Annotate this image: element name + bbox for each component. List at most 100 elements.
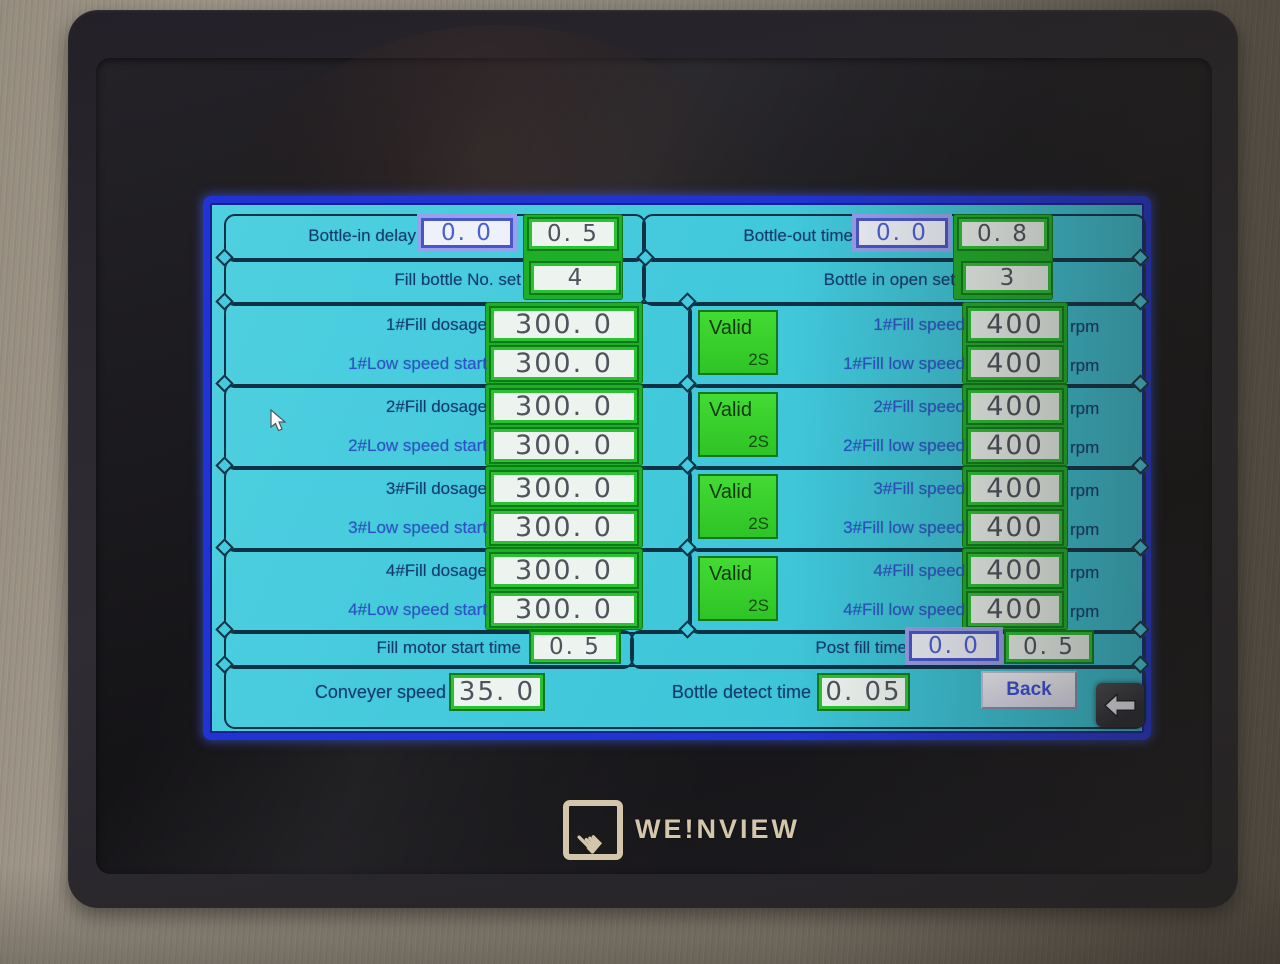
fill-bottle-no-label: Fill bottle No. set [394,270,521,289]
bottle-detect-time-field[interactable]: 0. 05 [819,675,908,709]
seam-diamond [1131,620,1150,639]
rpm-unit: rpm [1070,317,1100,336]
fill-low-speed-field[interactable]: 400 [968,347,1062,380]
back-arrow-button[interactable] [1096,683,1144,727]
green-strip [524,215,622,299]
seam-diamond [215,620,234,639]
row-fill-motor-box [224,630,634,669]
pump-right-box [688,302,1146,388]
hmi-bezel [68,10,1238,908]
rpm-unit: rpm [1070,602,1100,621]
seam-diamond [678,538,697,557]
green-strip [486,385,642,465]
green-strip [963,549,1067,629]
seam-diamond [636,248,655,267]
hmi-glass [96,25,1212,874]
fill-low-speed-label: 1#Fill low speed [843,354,965,373]
fill-low-speed-field[interactable]: 400 [968,429,1062,462]
fill-motor-start-field[interactable]: 0. 5 [531,632,619,662]
pump-left-box [224,548,692,634]
valid-2s-label: 2S [748,350,769,369]
seam-diamond [1131,538,1150,557]
fill-speed-field[interactable]: 400 [968,390,1062,423]
valid-2s-label: 2S [748,514,769,533]
valid-label: Valid [709,481,752,503]
valid-2s-button[interactable]: Valid 2S [698,474,778,539]
seam-diamond [1131,456,1150,475]
green-strip [963,385,1067,465]
fill-low-speed-field[interactable]: 400 [968,511,1062,544]
rpm-unit: rpm [1070,563,1100,582]
seam-diamond [1131,292,1150,311]
back-button[interactable]: Back [981,671,1077,709]
fill-dosage-field[interactable]: 300. 0 [491,308,637,341]
row-fill-bottle-no-box [224,258,646,306]
bottle-out-time-set-field[interactable]: 0. 8 [959,219,1047,249]
fill-low-speed-label: 2#Fill low speed [843,436,965,455]
low-speed-start-label: 2#Low speed start [348,436,487,455]
mouse-cursor [270,408,287,438]
green-strip [486,303,642,383]
bottle-in-open-field[interactable]: 3 [963,263,1051,293]
valid-2s-label: 2S [748,432,769,451]
seam-diamond [678,374,697,393]
fill-dosage-field[interactable]: 300. 0 [491,390,637,423]
post-fill-time-label: Post fill time [815,638,907,657]
valid-2s-button[interactable]: Valid 2S [698,556,778,621]
fill-speed-field[interactable]: 400 [968,308,1062,341]
rpm-unit: rpm [1070,481,1100,500]
bottle-in-open-label: Bottle in open set [823,270,955,289]
seam-diamond [1131,248,1150,267]
bottle-in-delay-set-field[interactable]: 0. 5 [529,219,617,249]
bottle-detect-time-label: Bottle detect time [671,682,811,702]
seam-diamond [215,655,234,674]
seam-diamond [678,292,697,311]
logo-text: WE!NVIEW [635,814,800,844]
valid-label: Valid [709,317,752,339]
green-strip [486,467,642,547]
row-bottle-out-box [642,214,1146,262]
row-post-fill-box [630,630,1146,669]
reflection-silhouette [185,25,811,613]
fill-low-speed-field[interactable]: 400 [968,593,1062,626]
fill-speed-field[interactable]: 400 [968,554,1062,587]
fill-dosage-label: 3#Fill dosage [385,479,487,498]
valid-label: Valid [709,399,752,421]
fill-speed-field[interactable]: 400 [968,472,1062,505]
back-arrow-icon [1104,692,1136,718]
conveyer-speed-label: Conveyer speed [314,682,446,702]
fill-motor-start-label: Fill motor start time [376,638,521,657]
fill-bottle-no-field[interactable]: 4 [531,263,619,293]
rpm-unit: rpm [1070,520,1100,539]
green-strip [954,215,1052,299]
bottle-in-delay-live-field[interactable]: 0. 0 [421,218,513,248]
post-fill-set-field[interactable]: 0. 5 [1006,632,1092,662]
post-fill-live-field[interactable]: 0. 0 [909,631,999,661]
low-speed-start-field[interactable]: 300. 0 [491,429,637,462]
bottle-out-time-label: Bottle-out time [743,226,853,245]
rpm-unit: rpm [1070,356,1100,375]
fill-speed-label: 3#Fill speed [873,479,965,498]
rpm-unit: rpm [1070,399,1100,418]
low-speed-start-field[interactable]: 300. 0 [491,347,637,380]
bottle-out-time-live-field[interactable]: 0. 0 [856,218,948,248]
green-strip [963,303,1067,383]
pump-left-box [224,302,692,388]
valid-2s-button[interactable]: Valid 2S [698,310,778,375]
low-speed-start-field[interactable]: 300. 0 [491,593,637,626]
weinview-logo: ☛ WE!NVIEW [563,798,863,866]
conveyer-speed-field[interactable]: 35. 0 [451,675,543,709]
low-speed-start-field[interactable]: 300. 0 [491,511,637,544]
seam-diamond [215,292,234,311]
seam-diamond [215,538,234,557]
pump-right-box [688,466,1146,552]
row-bottle-in-open-box [642,258,1146,306]
fill-dosage-field[interactable]: 300. 0 [491,554,637,587]
seam-diamond [678,456,697,475]
pump-group-1: 1#Fill dosage 300. 0 1#Low speed start 3… [210,302,1146,388]
valid-2s-button[interactable]: Valid 2S [698,392,778,457]
fill-dosage-field[interactable]: 300. 0 [491,472,637,505]
seam-diamond [1131,655,1150,674]
fill-low-speed-label: 4#Fill low speed [843,600,965,619]
